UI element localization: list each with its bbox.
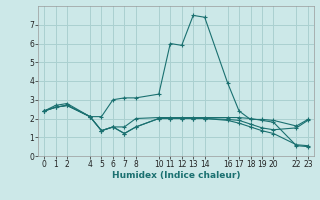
X-axis label: Humidex (Indice chaleur): Humidex (Indice chaleur) <box>112 171 240 180</box>
